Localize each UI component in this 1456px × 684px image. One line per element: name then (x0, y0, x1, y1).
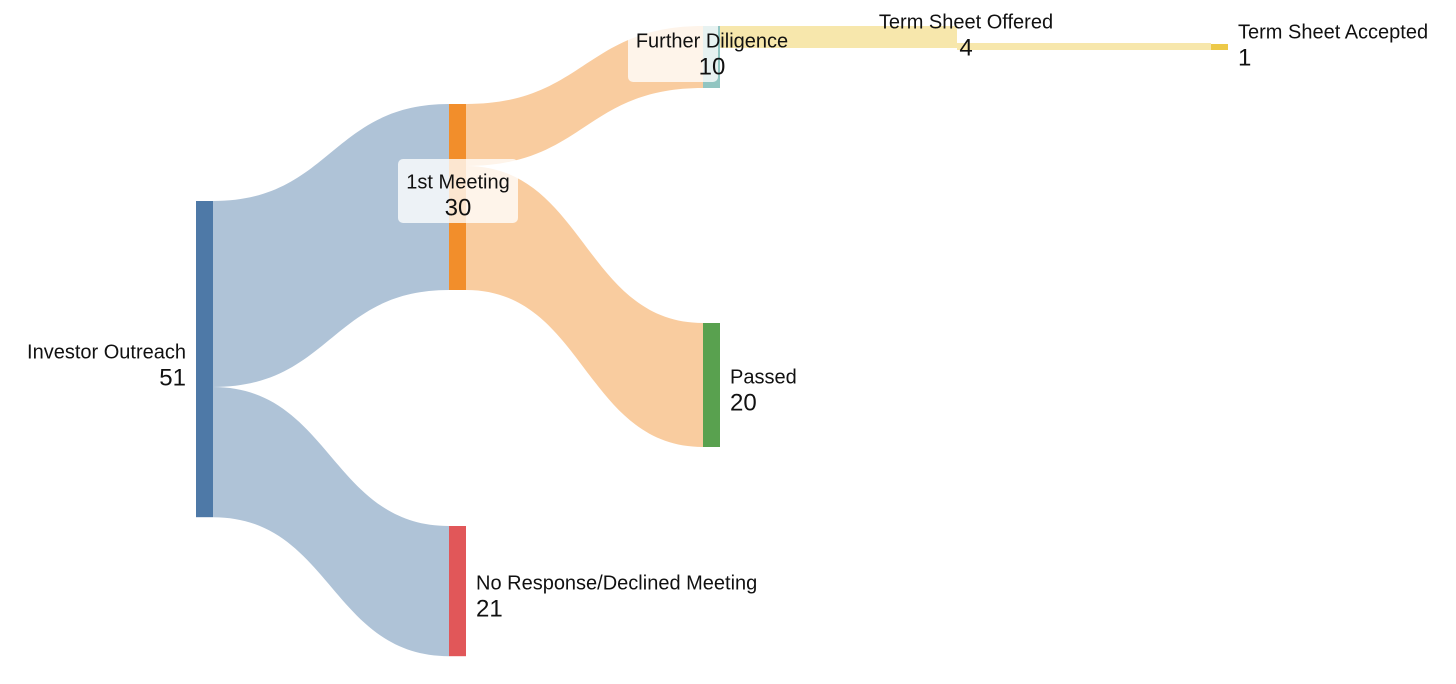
node-value-diligence: 10 (699, 53, 726, 80)
node-name-termaccepted: Term Sheet Accepted (1238, 21, 1428, 43)
link-outreach-to-meeting (213, 104, 449, 387)
node-value-passed: 20 (730, 389, 757, 416)
node-name-termoffered: Term Sheet Offered (879, 11, 1053, 33)
node-termaccepted (1211, 44, 1228, 50)
label-box-diligence (628, 18, 718, 82)
link-diligence-to-termoffered (720, 26, 957, 48)
node-value-meeting: 30 (445, 194, 472, 221)
node-value-outreach: 51 (159, 364, 186, 391)
node-outreach (196, 201, 213, 518)
node-passed (703, 323, 720, 447)
link-meeting-to-passed (466, 166, 703, 447)
node-value-noresponse: 21 (476, 595, 503, 622)
link-termoffered-to-termaccepted (957, 43, 1211, 50)
node-name-passed: Passed (730, 366, 797, 388)
node-value-termoffered: 4 (959, 34, 972, 61)
node-name-diligence: Further Diligence (636, 30, 788, 52)
node-name-outreach: Investor Outreach (27, 341, 186, 363)
node-name-noresponse: No Response/Declined Meeting (476, 572, 757, 594)
link-outreach-to-noresponse (213, 387, 449, 657)
node-value-termaccepted: 1 (1238, 44, 1251, 71)
node-noresponse (449, 526, 466, 657)
label-box-meeting (398, 159, 518, 223)
node-name-meeting: 1st Meeting (406, 171, 509, 193)
